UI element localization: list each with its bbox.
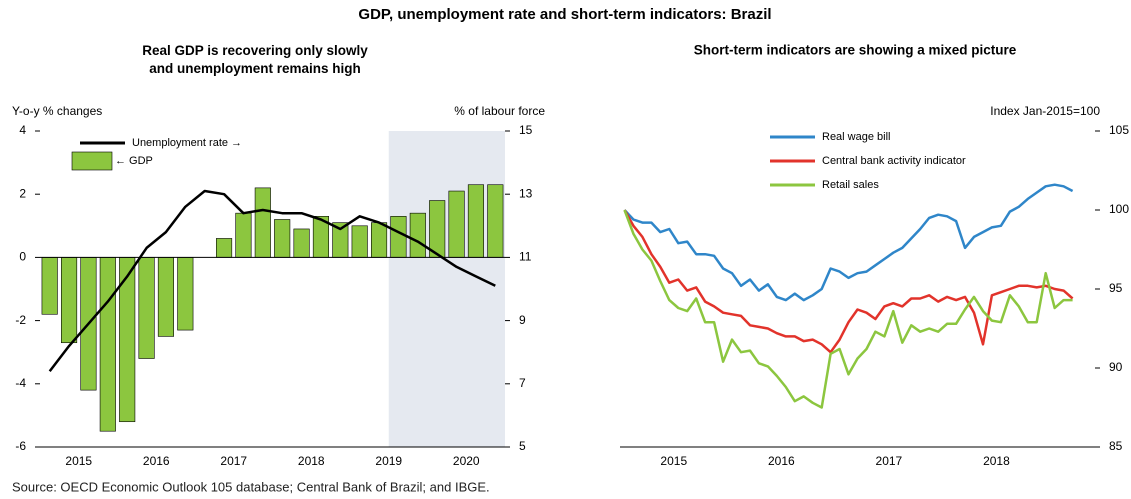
bar (138, 257, 155, 359)
y-tick-label: -2 (15, 313, 26, 327)
y-tick-label: 0 (19, 250, 26, 264)
y-tick-label: 4 (19, 123, 26, 137)
bar (448, 190, 465, 258)
y2-tick-label: 90 (1109, 360, 1123, 374)
x-tick-label: 2018 (298, 454, 325, 468)
y2-tick-label: 85 (1109, 439, 1123, 453)
x-tick-label: 2016 (768, 454, 795, 468)
legend-label: Central bank activity indicator (822, 155, 966, 167)
y-axis-label: Y-o-y % changes (12, 104, 102, 118)
bar (467, 184, 484, 258)
bar (429, 200, 446, 258)
bar (487, 184, 504, 258)
y2-tick-label: 15 (519, 123, 533, 137)
bar (390, 216, 407, 258)
legend-label: Retail sales (822, 179, 879, 191)
bar (351, 225, 368, 258)
legend-label: Unemployment rate → (132, 137, 242, 149)
y2-tick-label: 13 (519, 186, 533, 200)
y2-axis-label: Index Jan-2015=100 (990, 104, 1100, 118)
x-tick-label: 2016 (143, 454, 170, 468)
y-tick-label: 2 (19, 186, 26, 200)
y2-tick-label: 11 (519, 250, 532, 264)
series-line (48, 189, 496, 372)
y2-tick-label: 105 (1109, 123, 1129, 137)
projection-shade (388, 131, 505, 447)
x-tick-label: 2020 (453, 454, 480, 468)
y2-tick-label: 9 (519, 313, 526, 327)
x-tick-label: 2018 (983, 454, 1010, 468)
series-line (623, 209, 1074, 354)
source-note: Source: OECD Economic Outlook 105 databa… (12, 479, 490, 494)
y2-tick-label: 100 (1109, 202, 1129, 216)
y-tick-label: -6 (15, 439, 26, 453)
bar (254, 187, 271, 258)
bar (235, 212, 252, 258)
x-tick-label: 2015 (660, 454, 687, 468)
legend-swatch (71, 151, 113, 171)
series-line (623, 183, 1074, 302)
bar (216, 238, 233, 258)
y2-tick-label: 5 (519, 439, 526, 453)
bar (293, 228, 310, 258)
bar (177, 257, 194, 331)
bar (41, 257, 58, 315)
x-tick-label: 2017 (876, 454, 903, 468)
bar (409, 212, 426, 258)
y-tick-label: -4 (15, 376, 26, 390)
bar (99, 257, 116, 432)
series-line (623, 209, 1073, 409)
bar (274, 219, 291, 258)
x-tick-label: 2015 (65, 454, 92, 468)
y2-tick-label: 7 (519, 376, 526, 390)
bar (371, 222, 388, 258)
y2-axis-label: % of labour force (454, 104, 545, 118)
figure-title: GDP, unemployment rate and short-term in… (358, 6, 771, 23)
legend-label: Real wage bill (822, 131, 890, 143)
x-tick-label: 2017 (220, 454, 247, 468)
bar (61, 257, 78, 344)
panel-title: Real GDP is recovering only slowly and un… (142, 43, 368, 76)
panel-title: Short-term indicators are showing a mixe… (694, 43, 1017, 58)
y2-tick-label: 95 (1109, 281, 1123, 295)
legend-label: ← GDP (115, 155, 153, 167)
x-tick-label: 2019 (375, 454, 402, 468)
bar (157, 257, 174, 337)
